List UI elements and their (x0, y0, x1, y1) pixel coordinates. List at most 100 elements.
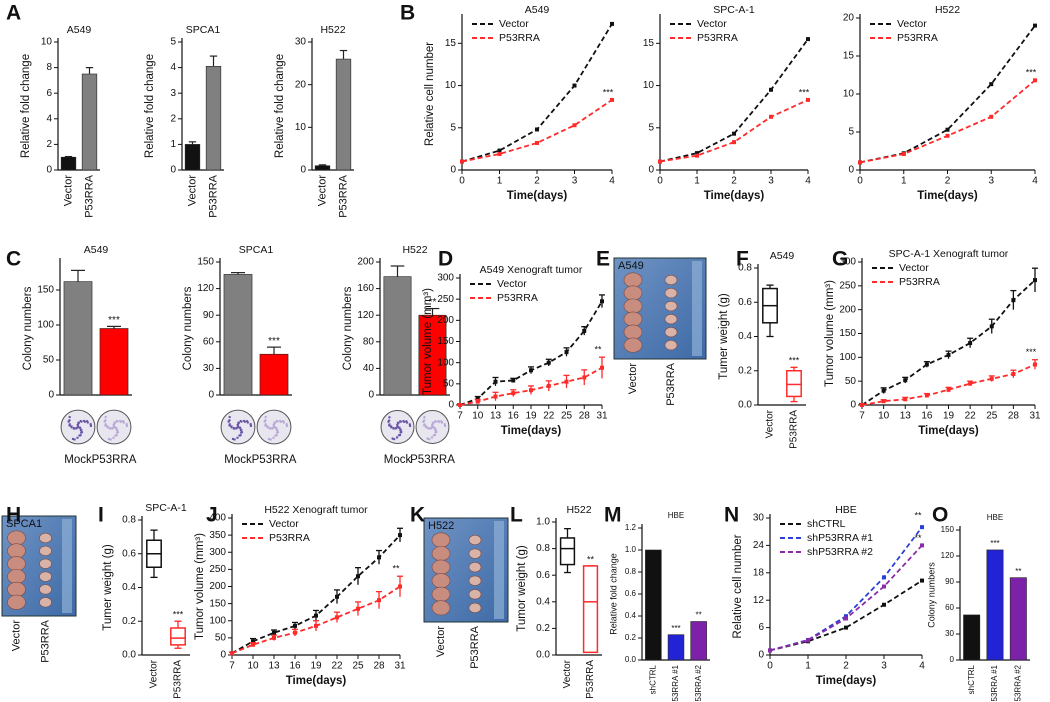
series-line (859, 25, 1036, 164)
panel-letter: A (6, 2, 21, 25)
y-tick-label: 120 (357, 310, 374, 321)
colony-dot (272, 425, 276, 429)
point (946, 352, 951, 357)
colony-dot (272, 423, 276, 427)
box (170, 627, 186, 646)
box (559, 537, 576, 566)
tumor (39, 584, 52, 595)
tumor (664, 287, 678, 299)
tumor (623, 324, 643, 340)
point (901, 152, 906, 157)
y-tick-label: 0 (300, 165, 306, 176)
x-tick-label: 28 (373, 661, 385, 672)
significance: ** (392, 564, 400, 574)
colony-dot (395, 436, 399, 439)
point (335, 615, 339, 620)
colony-dot (228, 423, 231, 426)
colony-dot (76, 423, 80, 427)
point (695, 153, 699, 158)
point (1033, 278, 1037, 283)
y-axis-label: Tumor volume (mm³) (824, 280, 836, 387)
x-tick-label: 4 (919, 661, 925, 672)
tumor (7, 543, 26, 559)
y-tick-label: 0 (48, 390, 54, 401)
photo-title: H522 (428, 520, 454, 532)
y-tick-label: 0.0 (122, 650, 136, 661)
point (768, 648, 772, 653)
colony-dot (116, 431, 119, 434)
y-tick-label: 100 (209, 615, 226, 626)
chart-title: H522 (935, 4, 960, 16)
legend-label: P53RRA (899, 276, 940, 288)
y-tick-label: 150 (209, 598, 226, 609)
point (511, 391, 516, 396)
colony-dot (230, 425, 233, 428)
colony-dot (399, 428, 402, 432)
chart-title: SPC-A-1 Xenograft tumor (889, 248, 1009, 260)
colony-dot (431, 423, 434, 427)
legend-label: P53RRA (897, 32, 938, 44)
y-tick-label: 5 (648, 122, 654, 133)
tumor (431, 586, 451, 602)
y-axis-label: Tumer weight (g) (718, 293, 730, 380)
series-line (659, 99, 809, 163)
box (786, 370, 802, 398)
y-tick-label: 4 (46, 113, 52, 124)
y-tick-label: 150 (941, 525, 955, 534)
tumor (468, 589, 482, 600)
photo-title: A549 (618, 260, 644, 272)
point (458, 403, 462, 407)
significance: *** (173, 610, 184, 620)
tumor (468, 575, 482, 586)
point (546, 383, 551, 388)
tumor (7, 556, 26, 572)
tumor (431, 573, 451, 589)
legend-label: P53RRA (269, 532, 310, 544)
colony-dot (70, 425, 73, 428)
point (806, 97, 810, 102)
y-tick-label: 10 (843, 89, 855, 100)
colony-dot (430, 436, 434, 439)
series-line (769, 544, 923, 652)
y-axis-label: Relative fold change (274, 54, 286, 158)
colony-dot (235, 427, 238, 430)
colony-dot (431, 425, 434, 429)
point (769, 87, 773, 92)
colony-dot (112, 423, 116, 427)
colony-dot (106, 425, 109, 428)
point (844, 616, 848, 621)
point (882, 602, 886, 607)
chart-title: H522 (566, 504, 591, 516)
tumor (39, 558, 52, 569)
point (529, 388, 533, 393)
y-tick-label: 160 (357, 283, 374, 294)
colony-dot (276, 431, 279, 434)
significance: *** (799, 87, 810, 97)
panel-letter: G (832, 248, 848, 271)
bar (418, 314, 447, 396)
panel-letter: E (596, 248, 610, 271)
point (600, 365, 604, 370)
point (475, 399, 480, 404)
colony-dot (396, 423, 399, 427)
point (1011, 298, 1016, 303)
y-tick-label: 0 (448, 400, 454, 411)
y-tick-label: 15 (643, 38, 655, 49)
colony-dot (266, 425, 269, 428)
significance: *** (671, 624, 680, 633)
y-tick-label: 0.2 (738, 365, 752, 376)
point (600, 299, 604, 304)
x-tick-label: 25 (561, 411, 573, 422)
colony-dot (86, 421, 90, 424)
tumor (39, 532, 52, 544)
y-tick-label: 0 (648, 165, 654, 176)
point (882, 575, 886, 580)
box (582, 565, 599, 654)
point (658, 159, 662, 164)
point (769, 114, 773, 119)
y-tick-label: 3 (170, 88, 176, 99)
x-tick-label: 22 (331, 661, 343, 672)
tumor (431, 532, 451, 548)
tumor (468, 562, 482, 573)
